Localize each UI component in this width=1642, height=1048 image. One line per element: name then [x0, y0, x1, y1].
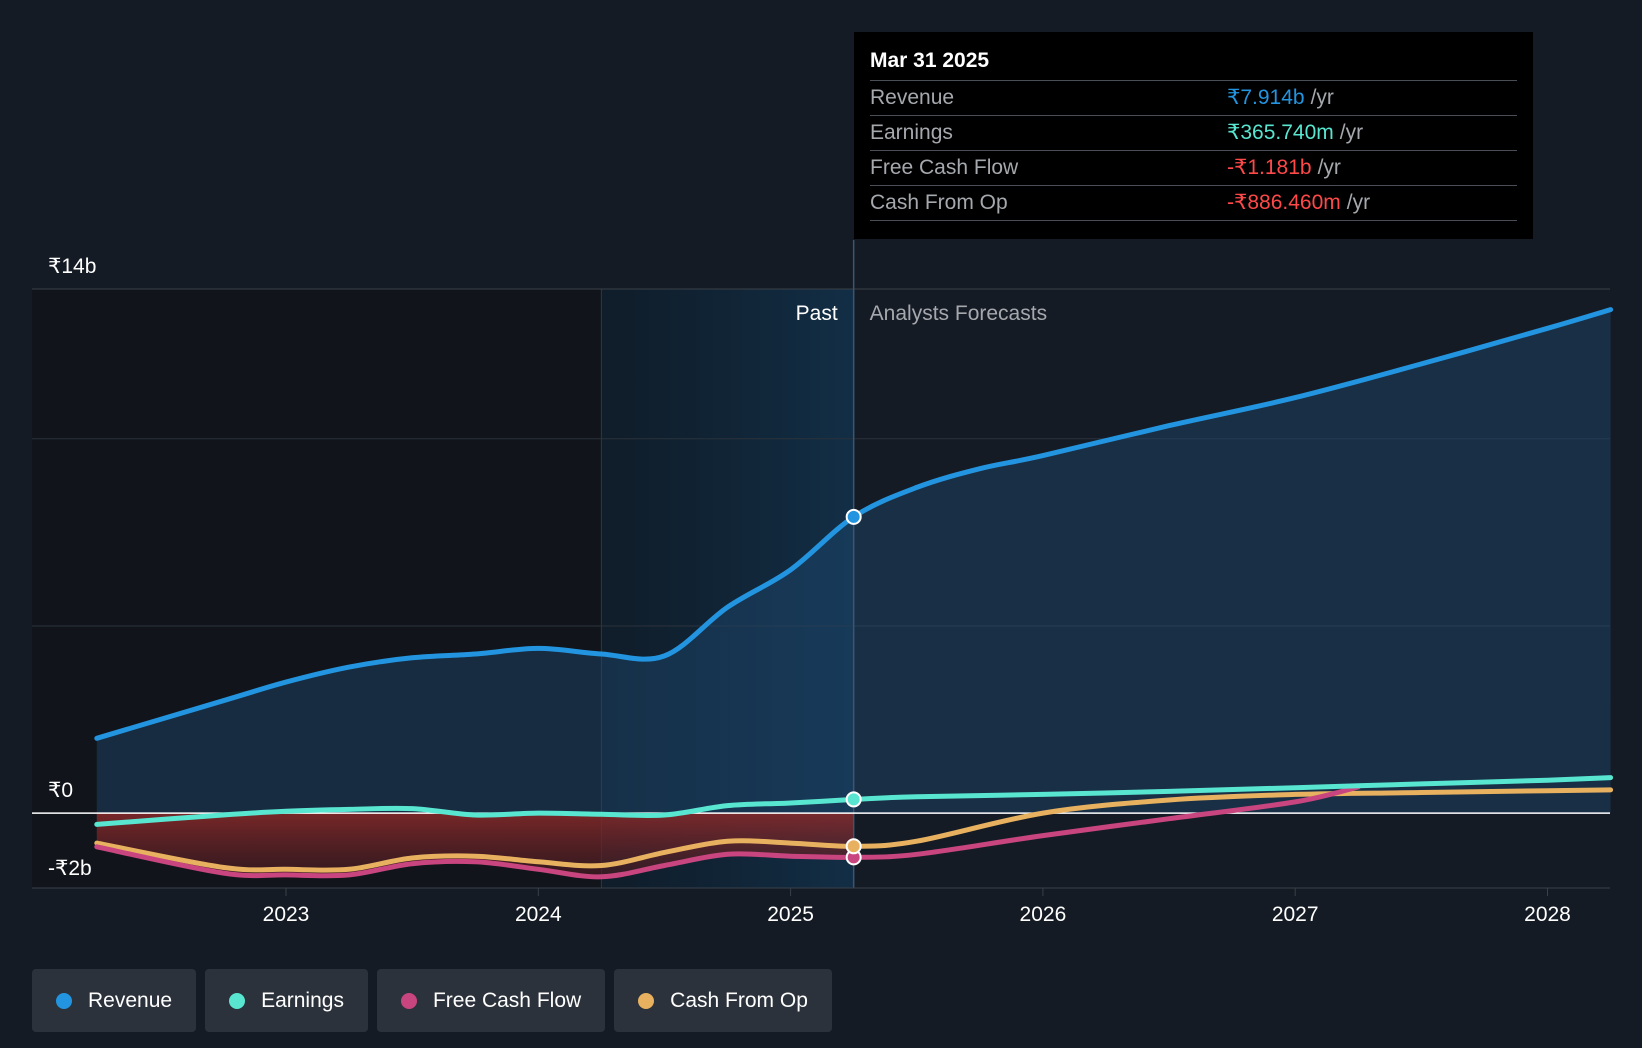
earnings-marker [845, 791, 862, 808]
highlight-region [601, 289, 854, 888]
legend-label: Earnings [261, 988, 344, 1012]
earnings-line [94, 775, 1614, 827]
tooltip-unit: /yr [1317, 156, 1341, 179]
tooltip: Mar 31 2025 Revenue ₹7.914b /yr Earnings… [854, 32, 1533, 239]
tooltip-unit: /yr [1346, 191, 1371, 214]
legend: Revenue Earnings Free Cash Flow Cash Fro… [32, 969, 832, 1032]
x-tick-label: 2027 [1272, 903, 1319, 926]
legend-dot-icon [229, 992, 246, 1009]
y-tick-label: ₹0 [48, 779, 73, 802]
revenue-line [94, 307, 1614, 741]
x-tick-label: 2026 [1020, 903, 1067, 926]
tooltip-row-earnings: Earnings ₹365.740m /yr [870, 116, 1517, 151]
x-tick-label: 2024 [515, 903, 562, 926]
forecast-label: Analysts Forecasts [870, 302, 1047, 325]
revenue-marker [845, 508, 862, 525]
legend-dot-icon [400, 992, 417, 1009]
tooltip-label: Earnings [870, 121, 953, 144]
x-tick-label: 2025 [767, 903, 814, 926]
tooltip-row-revenue: Revenue ₹7.914b /yr [870, 81, 1517, 116]
legend-dot-icon [638, 992, 655, 1009]
tooltip-value: ₹365.740m [1227, 121, 1334, 144]
tooltip-value: ₹7.914b [1227, 86, 1305, 109]
legend-item-earnings[interactable]: Earnings [205, 969, 368, 1032]
cash-from-op-marker [845, 838, 862, 855]
legend-label: Free Cash Flow [432, 988, 582, 1012]
tooltip-row-cash-from-op: Cash From Op -₹886.460m /yr [870, 186, 1517, 221]
y-tick-label: ₹14b [48, 255, 96, 278]
tooltip-value: -₹1.181b [1227, 156, 1312, 179]
legend-label: Revenue [88, 988, 173, 1012]
tooltip-label: Revenue [870, 86, 955, 109]
free-cash-flow-line [94, 784, 1361, 880]
legend-item-cash-from-op[interactable]: Cash From Op [614, 969, 832, 1032]
legend-dot-icon [56, 992, 72, 1009]
x-tick-label: 2023 [263, 903, 310, 926]
tooltip-date: Mar 31 2025 [870, 46, 1517, 81]
tooltip-value: -₹886.460m [1227, 191, 1341, 214]
x-tick-label: 2028 [1524, 903, 1571, 926]
y-tick-label: -₹2b [48, 857, 92, 880]
negative-area [96, 813, 854, 877]
cash-from-op-line [94, 787, 1614, 873]
tooltip-row-free-cash-flow: Free Cash Flow -₹1.181b /yr [870, 151, 1517, 186]
legend-item-free-cash-flow[interactable]: Free Cash Flow [376, 969, 606, 1032]
legend-item-revenue[interactable]: Revenue [32, 969, 197, 1032]
tooltip-label: Free Cash Flow [870, 156, 1019, 179]
tooltip-label: Cash From Op [870, 191, 1008, 214]
past-label: Past [796, 302, 838, 325]
legend-label: Cash From Op [670, 988, 808, 1012]
tooltip-unit: /yr [1339, 121, 1364, 144]
tooltip-unit: /yr [1310, 86, 1334, 109]
